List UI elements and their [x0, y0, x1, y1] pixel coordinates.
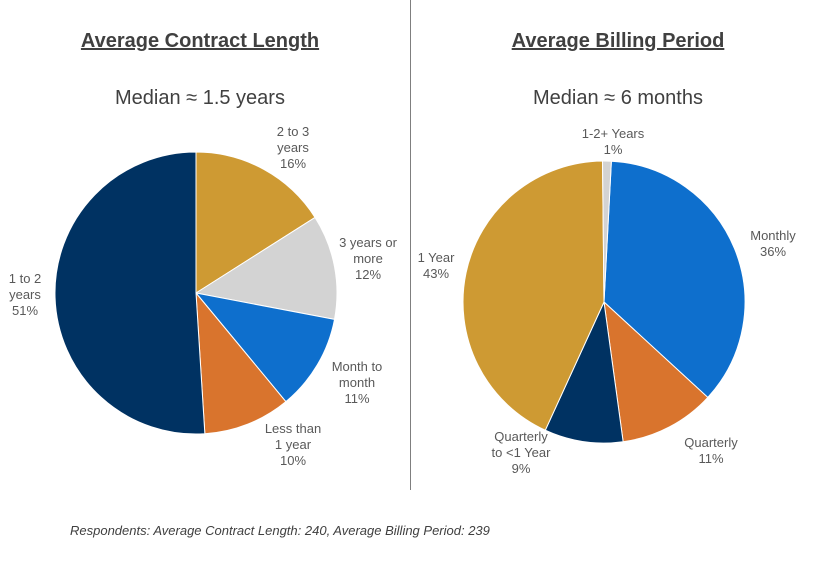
right-chart-median: Median ≈ 6 months: [533, 87, 703, 109]
billing-label-quarterly-to-1-year: Quarterly to <1 Year 9%: [491, 429, 551, 476]
billing-label-1-2-years: 1-2+ Years 1%: [581, 126, 645, 157]
contract-label-3-years-or-more: 3 years or more 12%: [339, 235, 397, 282]
billing-slice-quarterly: [603, 300, 709, 443]
contract-label-1-to-2-years: 1 to 2 years 51%: [8, 271, 42, 318]
contract-slice-month-to-month: [194, 292, 336, 403]
contract-slice-1-to-2-years: [54, 151, 206, 435]
contract-slice-2-to-3-years: [195, 151, 316, 294]
contract-slice-less-than-1-year: [195, 291, 287, 435]
contract-label-less-than-1-year: Less than 1 year 10%: [264, 421, 322, 468]
billing-label-monthly: Monthly 36%: [750, 228, 796, 259]
billing-slice-monthly: [603, 160, 746, 399]
contract-label-2-to-3-years: 2 to 3 years 16%: [276, 124, 310, 171]
left-chart-title: Average Contract Length: [80, 30, 320, 52]
billing-label-quarterly: Quarterly 11%: [684, 435, 738, 466]
left-chart-median: Median ≈ 1.5 years: [115, 87, 285, 109]
billing-label-1-year: 1 Year 43%: [417, 250, 455, 281]
contract-label-month-to-month: Month to month 11%: [331, 359, 383, 406]
billing-slice-quarterly-to-1-year: [544, 300, 624, 444]
billing-slice-1-year: [462, 160, 605, 431]
right-chart-title: Average Billing Period: [511, 30, 725, 52]
footnote: Respondents: Average Contract Length: 24…: [70, 523, 490, 538]
panel-divider: [410, 0, 411, 490]
contract-slice-3-years-or-more: [194, 216, 338, 321]
billing-slice-1-2-years: [602, 160, 612, 303]
